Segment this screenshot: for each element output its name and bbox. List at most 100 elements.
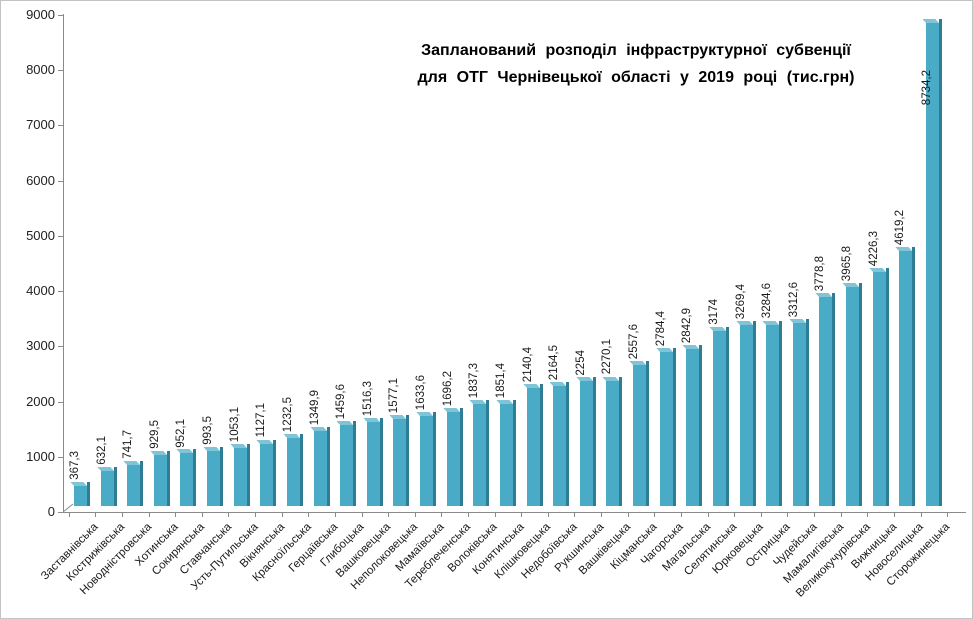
x-axis-tick [840, 513, 842, 517]
y-axis-label: 4000 [26, 283, 55, 298]
bar-value-label: 3965,8 [840, 245, 853, 281]
chart-title: Запланований розподіл інфраструктурної с… [291, 37, 972, 91]
bar [180, 449, 197, 506]
bar-value-label: 929,5 [148, 419, 161, 449]
bar [153, 450, 170, 507]
x-axis-tick [627, 513, 629, 517]
chart-title-line-2: для ОТГ Чернівецької області у 2019 році… [417, 69, 855, 86]
bar-value-label: 952,1 [175, 418, 188, 448]
x-axis-tick [334, 513, 336, 517]
y-axis-line [63, 14, 64, 512]
bar-value-label: 2557,6 [628, 323, 641, 359]
x-axis-tick [148, 513, 150, 517]
bar-value-label: 1837,3 [468, 363, 481, 399]
y-axis-label: 1000 [26, 448, 55, 464]
bar-value-label: 3284,6 [761, 283, 774, 319]
bar [712, 326, 729, 507]
bar-value-label: 993,5 [202, 416, 215, 446]
chart-title-line-1: Запланований розподіл інфраструктурної с… [421, 42, 851, 59]
bar-value-label: 2140,4 [521, 346, 534, 382]
bar-value-label: 3269,4 [734, 284, 747, 320]
bar [899, 246, 916, 507]
x-axis-tick [201, 513, 203, 517]
x-axis-tick [467, 513, 469, 517]
bar-value-label: 2270,1 [601, 339, 614, 375]
bar-value-label: 2842,9 [681, 307, 694, 343]
bar-value-label: 4226,3 [867, 231, 880, 267]
bar [845, 282, 862, 507]
y-axis-tick [58, 14, 63, 16]
x-axis-tick [867, 513, 869, 517]
y-axis-tick [58, 125, 63, 127]
x-axis-tick [308, 513, 310, 517]
bar-value-label: 2254 [574, 349, 587, 376]
x-axis-tick [601, 513, 603, 517]
y-axis-tick [58, 70, 63, 71]
x-axis-tick [121, 513, 123, 517]
bar-value-label: 741,7 [122, 430, 135, 460]
bar [872, 268, 889, 506]
x-axis-tick [494, 513, 496, 517]
x-axis-line [63, 512, 966, 513]
y-axis-tick [58, 346, 63, 348]
y-axis-label: 8000 [26, 62, 55, 77]
bar [766, 320, 783, 507]
x-axis-tick [521, 513, 523, 517]
bar [340, 421, 357, 506]
bar [74, 481, 90, 507]
bar [286, 433, 303, 507]
bar [446, 408, 463, 506]
x-axis-tick [814, 513, 816, 517]
bar-value-label: 4619,2 [894, 209, 907, 245]
bar [792, 318, 809, 507]
bar-value-label: 8734,2 [920, 70, 933, 106]
y-axis-tick [58, 401, 63, 403]
bar [420, 411, 437, 507]
bar-value-label: 3778,8 [814, 256, 827, 292]
bar-value-label: 1349,9 [308, 390, 321, 426]
bar-value-label: 1577,1 [388, 377, 401, 413]
x-axis-tick [760, 513, 762, 517]
x-axis-tick [281, 513, 283, 517]
y-axis-label: 9000 [26, 6, 55, 22]
bar-value-label: 1053,1 [228, 406, 241, 442]
bar-value-label: 1633,6 [415, 374, 428, 410]
x-axis-tick [68, 513, 70, 517]
bar [366, 418, 383, 506]
x-axis-tick [175, 513, 177, 517]
bar-value-label: 3312,6 [787, 281, 800, 317]
y-axis-tick [58, 291, 63, 292]
bar [633, 360, 650, 507]
x-axis-tick [947, 513, 949, 517]
bar-value-label: 1459,6 [335, 384, 348, 420]
x-axis-tick [441, 513, 443, 517]
bar [579, 377, 596, 506]
y-axis-tick [58, 456, 63, 458]
bar-value-label: 1232,5 [281, 396, 294, 432]
y-axis-label: 5000 [26, 227, 55, 243]
bar [100, 467, 117, 506]
bar-value-label: 2164,5 [548, 345, 561, 381]
bar-value-label: 2784,4 [654, 310, 667, 347]
bar [393, 414, 410, 507]
bar [686, 344, 703, 507]
bar-value-label: 1696,2 [441, 371, 454, 407]
bar [606, 376, 623, 507]
bar [659, 348, 676, 506]
x-axis-tick [95, 513, 97, 517]
y-axis-tick [58, 512, 63, 513]
x-axis-tick [654, 513, 656, 517]
y-axis-label: 0 [47, 504, 55, 519]
y-axis-label: 2000 [26, 393, 55, 409]
y-axis-label: 7000 [26, 117, 55, 133]
x-axis-tick [787, 513, 789, 517]
bar-value-label: 1516,3 [361, 381, 374, 417]
x-axis-tick [228, 513, 230, 517]
bar-value-label: 632,1 [95, 436, 108, 466]
bar-value-label: 3174 [707, 299, 720, 325]
y-axis-tick [58, 235, 63, 237]
bar [925, 19, 942, 506]
x-axis-tick [255, 513, 257, 517]
x-axis-tick [920, 513, 922, 517]
